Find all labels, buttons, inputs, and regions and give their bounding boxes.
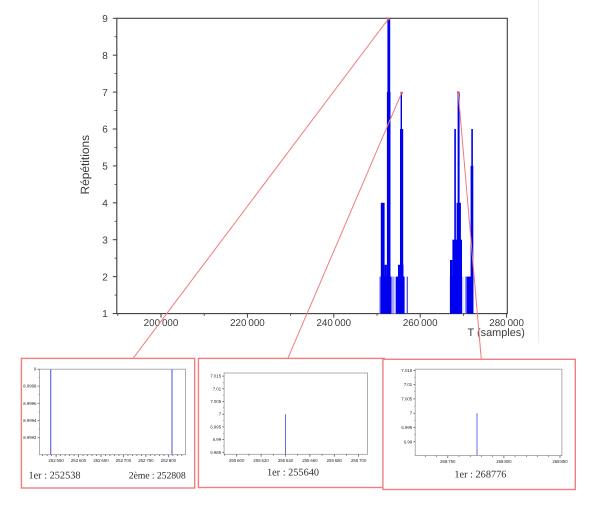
svg-text:268 850: 268 850 <box>552 459 568 464</box>
svg-text:7.005: 7.005 <box>210 399 221 404</box>
svg-text:252 650: 252 650 <box>93 458 109 463</box>
svg-text:1: 1 <box>102 309 108 320</box>
svg-text:Répétitions: Répétitions <box>78 135 92 195</box>
svg-text:7.01: 7.01 <box>213 386 222 391</box>
svg-text:9: 9 <box>102 14 108 25</box>
svg-text:6.985: 6.985 <box>210 450 221 455</box>
svg-text:255 700: 255 700 <box>351 458 367 463</box>
svg-text:6.995: 6.995 <box>401 425 412 430</box>
svg-text:3: 3 <box>102 235 108 246</box>
svg-text:255 600: 255 600 <box>229 458 245 463</box>
svg-text:4: 4 <box>102 199 108 210</box>
svg-text:252 700: 252 700 <box>116 458 132 463</box>
svg-text:5: 5 <box>102 162 108 173</box>
svg-text:260 000: 260 000 <box>403 318 438 329</box>
svg-text:9: 9 <box>34 367 37 372</box>
svg-text:255 640: 255 640 <box>278 458 294 463</box>
svg-text:252 600: 252 600 <box>71 458 87 463</box>
svg-text:7: 7 <box>102 88 108 99</box>
svg-text:7: 7 <box>410 411 413 416</box>
svg-text:T (samples): T (samples) <box>468 327 525 339</box>
svg-text:8.9992: 8.9992 <box>23 435 37 440</box>
svg-text:200 000: 200 000 <box>144 318 179 329</box>
svg-text:7.01: 7.01 <box>404 382 413 387</box>
svg-text:8.9998: 8.9998 <box>23 384 37 389</box>
svg-text:240 000: 240 000 <box>316 318 351 329</box>
svg-text:220 000: 220 000 <box>230 318 265 329</box>
svg-text:6.99: 6.99 <box>213 437 222 442</box>
svg-text:280 000: 280 000 <box>489 318 524 329</box>
svg-text:8.9994: 8.9994 <box>23 418 37 423</box>
svg-text:252 800: 252 800 <box>161 458 177 463</box>
svg-text:6.995: 6.995 <box>210 424 221 429</box>
svg-text:8: 8 <box>102 51 108 62</box>
svg-text:268 750: 268 750 <box>440 459 456 464</box>
svg-text:255 660: 255 660 <box>302 458 318 463</box>
svg-text:255 620: 255 620 <box>253 458 269 463</box>
svg-text:7: 7 <box>219 412 222 417</box>
svg-text:7.005: 7.005 <box>401 396 412 401</box>
svg-text:1er : 255640: 1er : 255640 <box>267 468 319 479</box>
svg-text:7.015: 7.015 <box>210 374 221 379</box>
svg-text:1er : 268776: 1er : 268776 <box>454 470 506 481</box>
svg-text:7.015: 7.015 <box>401 368 412 373</box>
svg-text:252 750: 252 750 <box>138 458 154 463</box>
svg-text:255 680: 255 680 <box>327 458 343 463</box>
svg-text:6.99: 6.99 <box>404 439 413 444</box>
svg-text:2ème : 252808: 2ème : 252808 <box>129 470 186 481</box>
svg-text:8.9996: 8.9996 <box>23 401 37 406</box>
svg-text:1er : 252538: 1er : 252538 <box>28 470 80 481</box>
svg-text:252 550: 252 550 <box>48 458 64 463</box>
svg-text:6: 6 <box>102 125 108 136</box>
svg-text:268 800: 268 800 <box>496 459 512 464</box>
svg-text:2: 2 <box>102 272 108 283</box>
